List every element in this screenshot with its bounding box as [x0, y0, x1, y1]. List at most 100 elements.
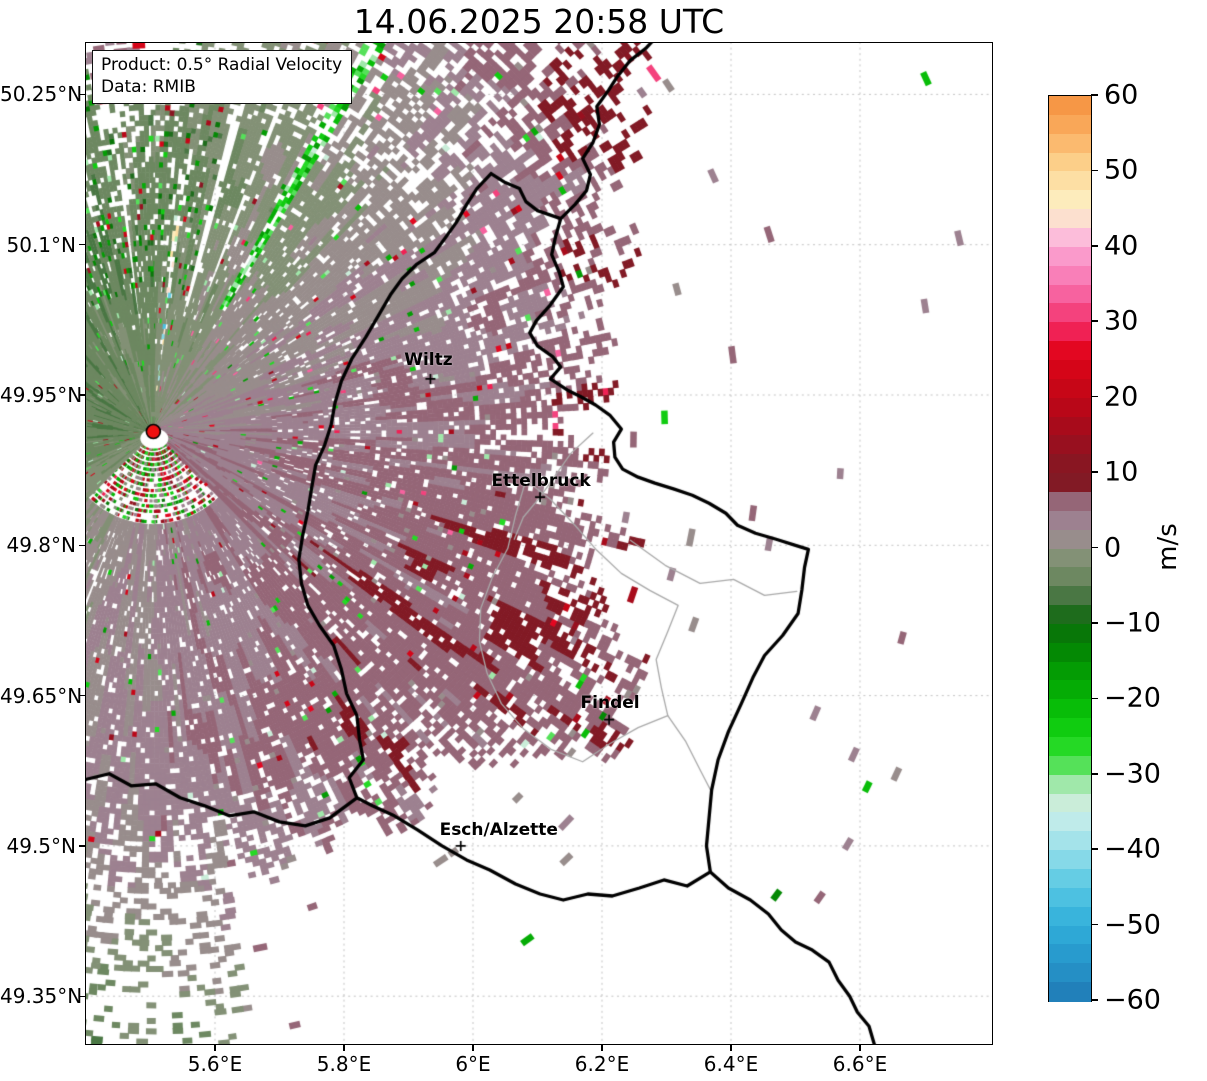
- colorbar-tick-mark: [1091, 471, 1098, 473]
- y-tick-mark: [79, 93, 85, 96]
- colorbar-bin: [1049, 378, 1091, 399]
- colorbar-bin: [1049, 605, 1091, 625]
- colorbar-bin: [1049, 491, 1091, 512]
- colorbar-tick-label: −60: [1104, 984, 1161, 1016]
- colorbar-bin: [1049, 171, 1091, 191]
- colorbar-bin: [1049, 548, 1091, 568]
- y-tick-mark: [79, 394, 85, 396]
- colorbar-bin: [1049, 925, 1091, 946]
- y-tick-mark: [79, 244, 85, 246]
- colorbar-tick-label: 10: [1104, 456, 1139, 488]
- colorbar-bin: [1049, 152, 1091, 173]
- x-tick-label: 6.6°E: [832, 1052, 888, 1076]
- colorbar-bin: [1049, 963, 1091, 983]
- x-tick-mark: [214, 1045, 216, 1051]
- colorbar-tick-mark: [1091, 772, 1098, 775]
- colorbar-bin: [1049, 473, 1091, 493]
- product-info-box: Product: 0.5° Radial Velocity Data: RMIB: [92, 50, 353, 104]
- y-tick-label: 49.5°N: [6, 833, 77, 858]
- colorbar-tick-mark: [1091, 94, 1098, 96]
- colorbar-tick-mark: [1091, 923, 1098, 926]
- colorbar-bin: [1049, 850, 1091, 870]
- city-label: Findel: [580, 692, 640, 713]
- colorbar-bin: [1049, 887, 1091, 908]
- colorbar-bin: [1049, 812, 1091, 832]
- product-info-line: Product: 0.5° Radial Velocity: [101, 55, 343, 75]
- y-tick-mark: [79, 845, 85, 847]
- colorbar-tick-mark: [1091, 169, 1098, 172]
- colorbar-bin: [1049, 869, 1091, 889]
- colorbar-bin: [1049, 246, 1091, 267]
- colorbar-tick-label: −20: [1104, 682, 1161, 714]
- colorbar-bin: [1049, 944, 1091, 964]
- y-tick-label: 50.25°N: [0, 82, 83, 107]
- page-title: 14.06.2025 20:58 UTC: [353, 2, 725, 41]
- colorbar-bin: [1049, 586, 1091, 606]
- x-tick-label: 6.4°E: [703, 1052, 759, 1076]
- city-label: Wiltz: [404, 349, 453, 370]
- x-tick-label: 6°E: [455, 1052, 491, 1076]
- y-tick-label: 49.8°N: [6, 533, 77, 558]
- y-tick-label: 49.95°N: [0, 383, 83, 407]
- colorbar: [1048, 95, 1092, 1002]
- y-tick-label: 50.1°N: [6, 232, 77, 257]
- colorbar-tick-label: 30: [1104, 305, 1139, 337]
- colorbar-bin: [1049, 774, 1091, 795]
- x-tick-label: 5.6°E: [187, 1052, 243, 1076]
- colorbar-bin: [1049, 906, 1091, 927]
- x-tick-label: 5.8°E: [316, 1052, 372, 1076]
- colorbar-bin: [1049, 661, 1091, 682]
- colorbar-tick-mark: [1091, 999, 1098, 1001]
- colorbar-bin: [1049, 718, 1091, 738]
- y-tick-mark: [79, 544, 85, 546]
- colorbar-bin: [1049, 435, 1091, 455]
- colorbar-tick-mark: [1091, 848, 1098, 850]
- colorbar-tick-label: −10: [1104, 607, 1161, 639]
- colorbar-bin: [1049, 529, 1091, 550]
- colorbar-bin: [1049, 793, 1091, 814]
- colorbar-bin: [1049, 133, 1091, 154]
- colorbar-bin: [1049, 114, 1091, 135]
- data-source-line: Data: RMIB: [101, 77, 196, 98]
- colorbar-bin: [1049, 341, 1091, 361]
- colorbar-bin: [1049, 190, 1091, 210]
- colorbar-bin: [1049, 265, 1091, 286]
- colorbar-tick-label: 50: [1104, 154, 1139, 186]
- colorbar-tick-label: 0: [1104, 532, 1122, 563]
- x-tick-mark: [472, 1045, 474, 1051]
- radar-velocity-map: [85, 42, 993, 1045]
- colorbar-bin: [1049, 699, 1091, 719]
- colorbar-tick-mark: [1091, 546, 1098, 549]
- colorbar-tick-label: 40: [1104, 230, 1139, 262]
- colorbar-tick-mark: [1091, 622, 1098, 624]
- colorbar-bin: [1049, 454, 1091, 474]
- x-tick-mark: [859, 1045, 861, 1051]
- colorbar-bin: [1049, 284, 1091, 304]
- city-label: Esch/Alzette: [439, 819, 558, 840]
- y-tick-mark: [79, 995, 85, 997]
- x-tick-mark: [343, 1045, 345, 1051]
- x-tick-mark: [601, 1045, 603, 1051]
- colorbar-tick-label: −40: [1104, 833, 1161, 865]
- colorbar-bin: [1049, 397, 1091, 418]
- colorbar-bin: [1049, 96, 1091, 116]
- colorbar-tick-label: 60: [1104, 79, 1139, 111]
- x-tick-mark: [730, 1045, 732, 1051]
- colorbar-bin: [1049, 359, 1091, 380]
- colorbar-bin: [1049, 510, 1091, 531]
- colorbar-bin: [1049, 982, 1091, 1002]
- colorbar-tick-mark: [1091, 320, 1098, 323]
- x-tick-label: 6.2°E: [574, 1052, 630, 1076]
- colorbar-bin: [1049, 227, 1091, 248]
- colorbar-unit-label: m/s: [1153, 523, 1183, 571]
- y-tick-mark: [79, 694, 85, 697]
- colorbar-tick-label: −50: [1104, 909, 1161, 941]
- colorbar-bin: [1049, 737, 1091, 757]
- colorbar-bin: [1049, 209, 1091, 229]
- colorbar-bin: [1049, 755, 1091, 776]
- colorbar-bin: [1049, 567, 1091, 587]
- colorbar-bin: [1049, 680, 1091, 700]
- colorbar-bin: [1049, 623, 1091, 644]
- colorbar-tick-mark: [1091, 395, 1098, 398]
